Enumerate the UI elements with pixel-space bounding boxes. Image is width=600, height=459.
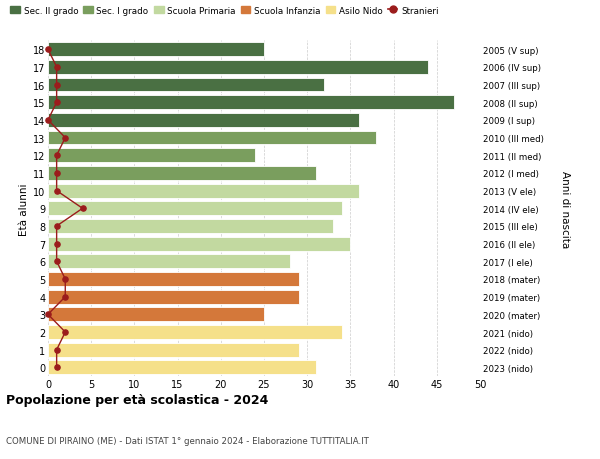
Bar (48, 325, 342, 339)
Point (52, 364, 61, 371)
Y-axis label: Anni di nascita: Anni di nascita (560, 170, 571, 247)
Bar (48, 219, 333, 233)
Bar (48, 185, 359, 198)
Bar (48, 308, 264, 322)
Bar (48, 361, 316, 375)
Point (52, 223, 61, 230)
Point (61, 329, 70, 336)
Bar (48, 273, 299, 286)
Bar (48, 61, 428, 75)
Point (52, 82, 61, 89)
Bar (48, 237, 350, 251)
Bar (48, 114, 359, 128)
Point (43, 311, 53, 319)
Bar (48, 202, 342, 216)
Text: COMUNE DI PIRAINO (ME) - Dati ISTAT 1° gennaio 2024 - Elaborazione TUTTITALIA.IT: COMUNE DI PIRAINO (ME) - Dati ISTAT 1° g… (6, 436, 369, 445)
Point (43, 46, 53, 54)
Bar (48, 43, 264, 57)
Point (52, 152, 61, 160)
Point (52, 99, 61, 106)
Point (43, 117, 53, 124)
Bar (48, 78, 325, 92)
Bar (48, 255, 290, 269)
Point (52, 346, 61, 353)
Point (78, 205, 88, 213)
Bar (48, 343, 299, 357)
Point (52, 258, 61, 265)
Legend: Sec. II grado, Sec. I grado, Scuola Primaria, Scuola Infanzia, Asilo Nido, Stran: Sec. II grado, Sec. I grado, Scuola Prim… (10, 7, 439, 16)
Point (52, 170, 61, 177)
Point (52, 188, 61, 195)
Point (52, 64, 61, 72)
Bar (48, 167, 316, 180)
Point (52, 241, 61, 248)
Bar (48, 96, 454, 110)
Bar (48, 290, 299, 304)
Text: Popolazione per età scolastica - 2024: Popolazione per età scolastica - 2024 (6, 393, 268, 406)
Bar (48, 149, 256, 163)
Bar (48, 131, 376, 145)
Point (61, 276, 70, 283)
Y-axis label: Età alunni: Età alunni (19, 183, 29, 235)
Point (61, 293, 70, 301)
Point (61, 134, 70, 142)
